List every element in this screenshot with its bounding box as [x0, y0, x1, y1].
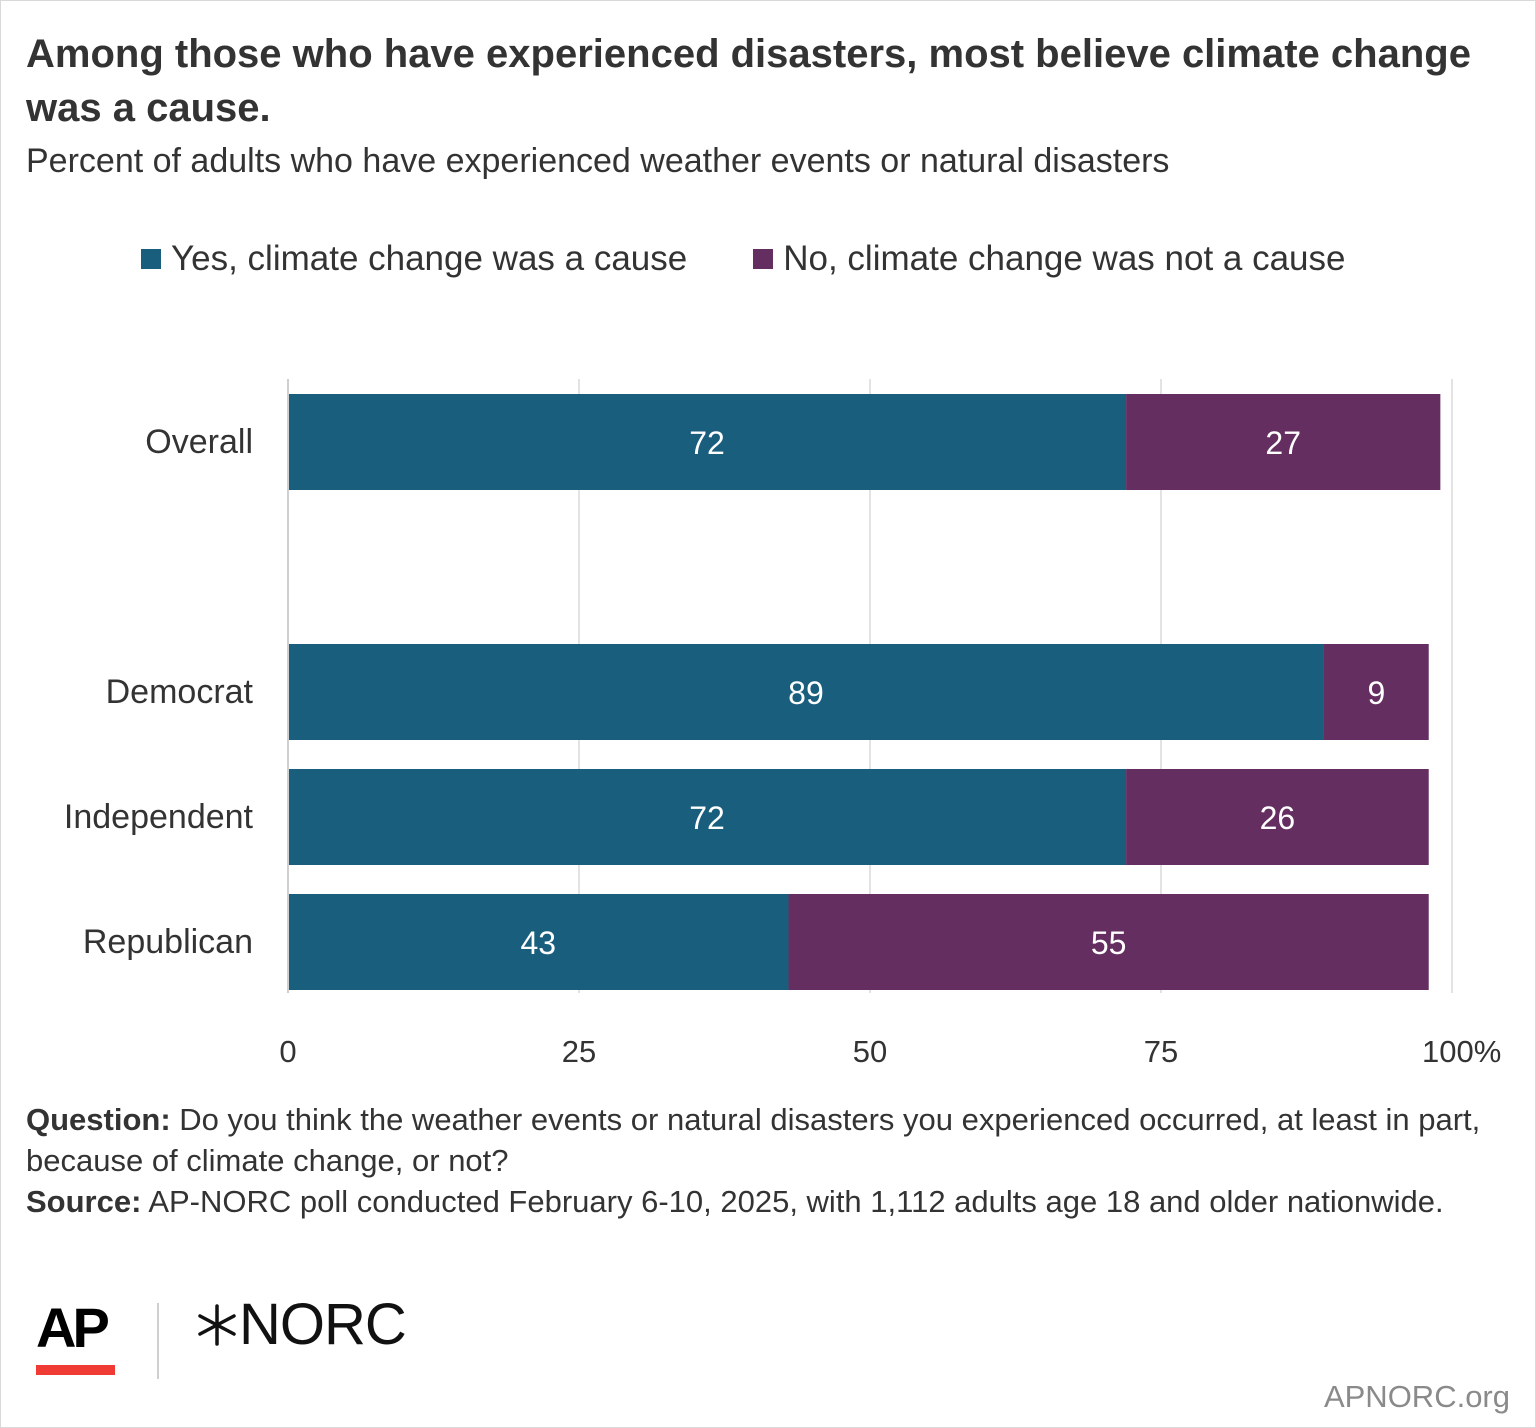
x-tick-label: 100%	[1422, 1034, 1501, 1069]
category-label: Democrat	[106, 673, 254, 711]
ap-logo-text: AP	[36, 1296, 110, 1359]
category-label: Independent	[64, 798, 254, 836]
ap-logo-bar	[36, 1365, 115, 1375]
legend-label-yes: Yes, climate change was a cause	[171, 239, 688, 278]
chart-subtitle: Percent of adults who have experienced w…	[26, 142, 1170, 180]
legend-swatch-yes	[141, 249, 161, 269]
site-credit: APNORC.org	[1323, 1379, 1510, 1414]
category-label: Overall	[145, 423, 253, 461]
legend-swatch-no	[753, 249, 774, 269]
legend-item-yes: Yes, climate change was a cause	[141, 237, 687, 281]
source-text: AP-NORC poll conducted February 6-10, 20…	[148, 1184, 1444, 1219]
bar-no	[1323, 644, 1429, 740]
chart-title: Among those who have experienced disaste…	[26, 32, 1471, 130]
source-label: Source:	[26, 1184, 142, 1219]
bar-yes	[288, 394, 1127, 490]
star-burst-icon	[198, 1304, 236, 1346]
category-label: Republican	[83, 923, 253, 961]
ap-logo: AP	[36, 1297, 116, 1379]
data-label: 72	[689, 425, 725, 461]
bar-no	[788, 894, 1429, 990]
chart-legend: Yes, climate change was a cause No, clim…	[141, 237, 1346, 281]
bar-no	[1126, 394, 1441, 490]
bar-no	[1126, 769, 1429, 865]
x-tick-label: 0	[279, 1034, 296, 1069]
logo-divider	[157, 1303, 159, 1379]
question-label: Question:	[26, 1102, 171, 1137]
x-tick-label: 75	[1144, 1034, 1178, 1069]
x-tick-label: 50	[853, 1034, 887, 1069]
data-label: 72	[689, 800, 725, 836]
norc-logo: NORC	[195, 1292, 407, 1357]
question-note: Question: Do you think the weather event…	[26, 1099, 1516, 1181]
question-text: Do you think the weather events or natur…	[26, 1102, 1481, 1178]
source-note: Source: AP-NORC poll conducted February …	[26, 1181, 1516, 1222]
x-tick-label: 25	[562, 1034, 596, 1069]
data-label: 89	[788, 675, 824, 711]
data-label: 55	[1091, 925, 1127, 961]
legend-label-no: No, climate change was not a cause	[783, 239, 1346, 278]
bar-chart: 0 25 50 75 100% Overall 72 27 Democrat 89 9 Indepen…	[64, 379, 1501, 1069]
bar-yes	[288, 894, 789, 990]
footnote: Question: Do you think the weather event…	[26, 1099, 1516, 1222]
legend-item-no: No, climate change was not a cause	[753, 237, 1346, 281]
data-label: 9	[1367, 675, 1385, 711]
bar-yes	[288, 769, 1127, 865]
bar-yes	[288, 644, 1324, 740]
data-label: 43	[520, 925, 556, 961]
norc-logo-text: NORC	[239, 1292, 407, 1357]
data-label: 26	[1260, 800, 1296, 836]
data-label: 27	[1265, 425, 1301, 461]
